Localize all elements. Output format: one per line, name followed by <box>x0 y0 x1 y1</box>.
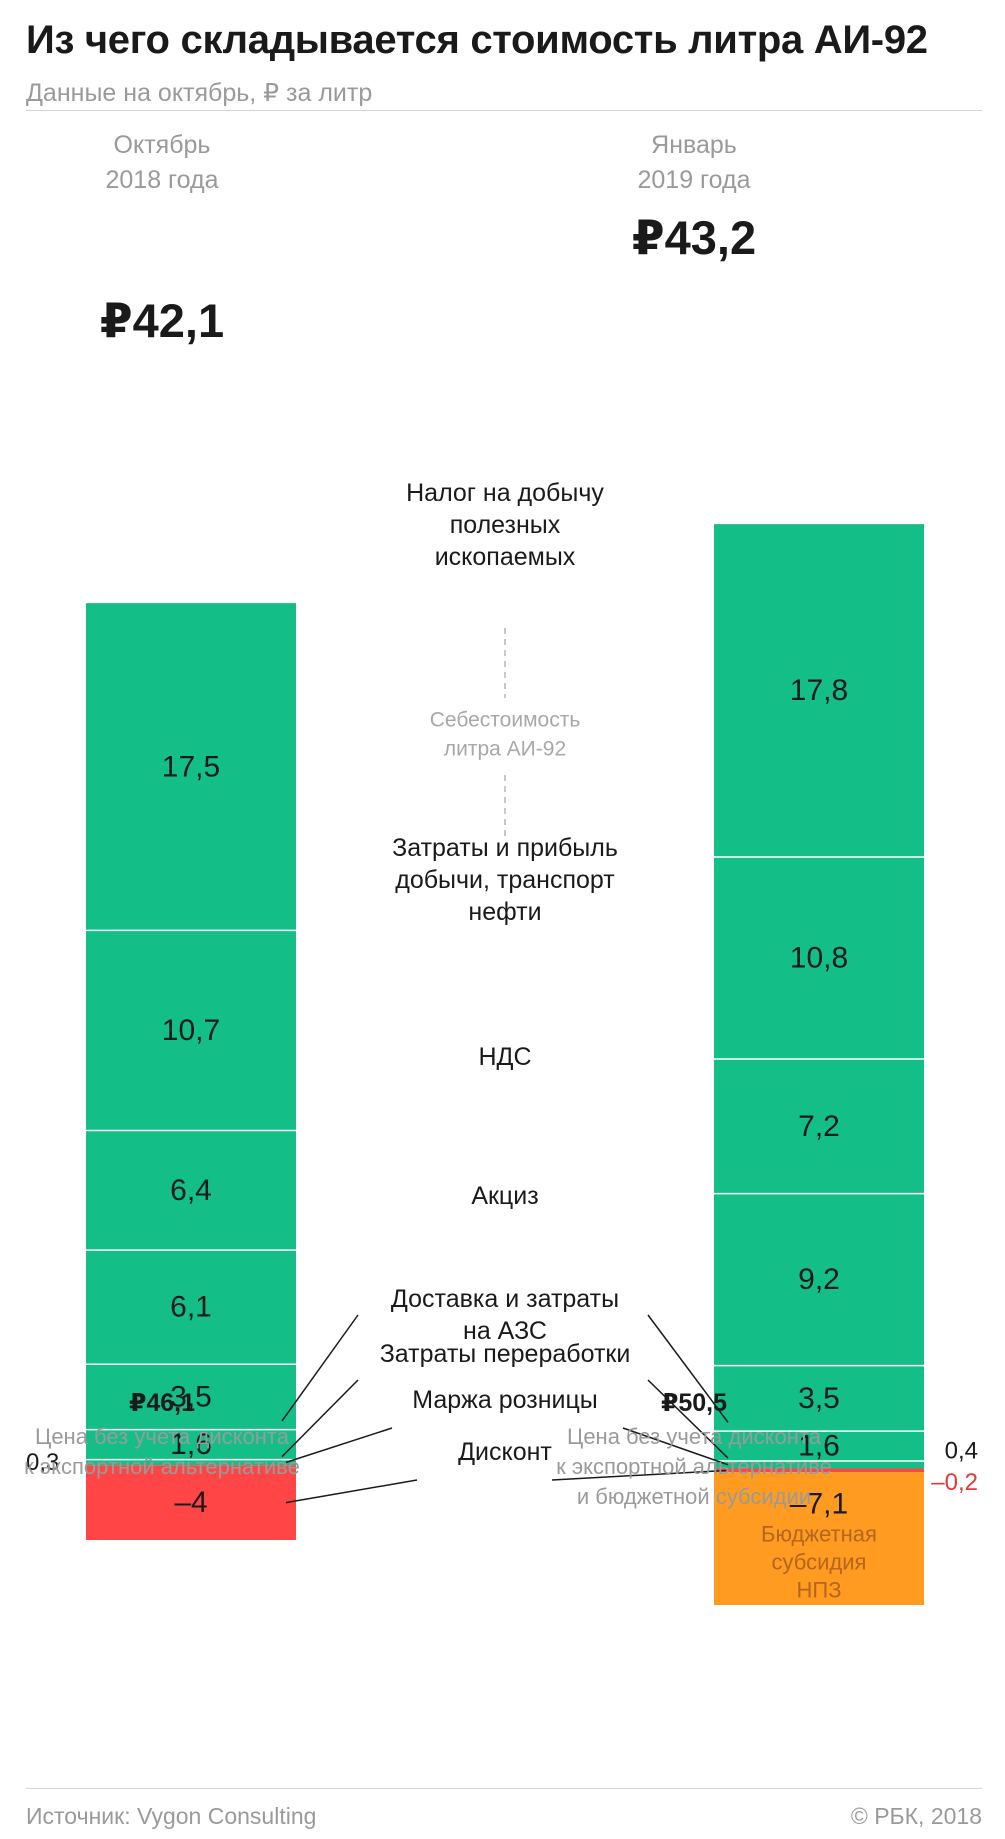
bottom-note-line: и бюджетной субсидии <box>576 1484 812 1509</box>
category-label: Маржа розницы <box>412 1386 598 1414</box>
copyright: © РБК, 2018 <box>850 1803 982 1829</box>
annotation-label: Себестоимость <box>430 709 581 732</box>
bottom-total-left: ₽46,1 <box>128 1389 196 1417</box>
data-label: 0,4 <box>945 1437 978 1464</box>
category-label: нефти <box>468 898 541 926</box>
bar-segment <box>86 1429 296 1460</box>
annotation-label: литра АИ-92 <box>444 738 566 761</box>
leader-line <box>551 1469 729 1481</box>
period-month: Январь <box>651 131 737 159</box>
bottom-note-right: Цена без учета дисконта к экспортной аль… <box>524 1422 864 1512</box>
category-label: Дисконт <box>458 1438 552 1466</box>
bar-segment <box>714 1431 924 1462</box>
total-right: ₽43,2 <box>631 211 757 264</box>
leader-line <box>285 1479 418 1504</box>
data-label: 10,8 <box>790 941 848 974</box>
bar-segment <box>714 1365 924 1432</box>
period-month: Октябрь <box>113 131 211 159</box>
bottom-divider <box>26 1788 982 1789</box>
data-label: 9,2 <box>798 1263 840 1296</box>
bar-segment <box>714 857 924 1059</box>
bar-segment <box>86 1130 296 1251</box>
column-header-left: Октябрь 2018 года <box>12 128 312 198</box>
bottom-note-line: Цена без учета дисконта <box>567 1424 821 1449</box>
bar-segment <box>714 1472 924 1605</box>
leader-line <box>281 1314 359 1422</box>
bottom-total-right: ₽50,5 <box>660 1389 728 1417</box>
bar-segment <box>86 1364 296 1430</box>
category-label: Доставка и затраты <box>391 1285 619 1313</box>
category-label: Затраты переработки <box>380 1340 631 1368</box>
data-label: 10,7 <box>162 1014 220 1047</box>
bottom-note-left: Цена без учета дисконта к экспортной аль… <box>0 1422 332 1482</box>
leader-line <box>647 1379 729 1459</box>
total-left: ₽42,1 <box>99 294 225 347</box>
data-label: 17,8 <box>790 674 848 707</box>
category-label: Налог на добычу <box>406 479 604 507</box>
category-label: Затраты и прибыль <box>392 834 618 862</box>
category-label: полезных <box>450 511 561 539</box>
bar-segment <box>714 1468 924 1473</box>
bar-segment <box>714 1461 924 1469</box>
chart-subtitle: Данные на октябрь, ₽ за литр <box>26 79 373 107</box>
bottom-note-line: к экспортной альтернативе <box>556 1454 832 1479</box>
source-note: Источник: Vygon Consulting <box>26 1803 317 1829</box>
category-label: Акциз <box>471 1182 538 1210</box>
data-label: 1,6 <box>798 1430 840 1463</box>
bottom-note-line: к экспортной альтернативе <box>24 1454 300 1479</box>
subsidy-caption: субсидия <box>772 1550 867 1575</box>
period-year: 2018 года <box>105 166 219 194</box>
bottom-note-line: Цена без учета дисконта <box>35 1424 289 1449</box>
data-label: 6,4 <box>170 1174 212 1207</box>
category-label: добычи, транспорт <box>395 866 615 894</box>
category-label: НДС <box>478 1043 531 1071</box>
bar-segment <box>714 524 924 857</box>
leader-line <box>647 1314 729 1423</box>
data-label: 3,5 <box>798 1382 840 1415</box>
data-label: –7,1 <box>790 1488 848 1521</box>
data-label: –4 <box>174 1486 207 1519</box>
leader-line <box>281 1379 359 1458</box>
category-label: на АЗС <box>463 1317 547 1345</box>
subsidy-caption: Бюджетная <box>761 1522 877 1547</box>
data-label: 6,1 <box>170 1291 212 1324</box>
data-label: 17,5 <box>162 750 220 783</box>
leader-line <box>285 1427 393 1464</box>
data-label: 0,3 <box>26 1449 59 1476</box>
bar-segment <box>714 1058 924 1194</box>
top-divider <box>26 110 982 111</box>
column-header-right: Январь 2019 года <box>544 128 844 198</box>
bar-segment <box>714 1193 924 1366</box>
bar-segment <box>86 603 296 931</box>
subsidy-caption: НПЗ <box>797 1578 842 1603</box>
chart-title: Из чего складывается стоимость литра АИ-… <box>26 18 928 62</box>
data-label: –0,2 <box>931 1469 978 1496</box>
bar-segment <box>86 1250 296 1365</box>
category-label: ископаемых <box>435 543 576 571</box>
data-label: 1,6 <box>170 1428 212 1461</box>
bar-segment <box>86 1465 296 1540</box>
period-year: 2019 года <box>637 166 751 194</box>
data-label: 7,2 <box>798 1110 840 1143</box>
bar-segment <box>86 1459 296 1466</box>
bar-segment <box>86 930 296 1131</box>
leader-line <box>622 1427 729 1466</box>
data-label: 3,5 <box>170 1380 212 1413</box>
